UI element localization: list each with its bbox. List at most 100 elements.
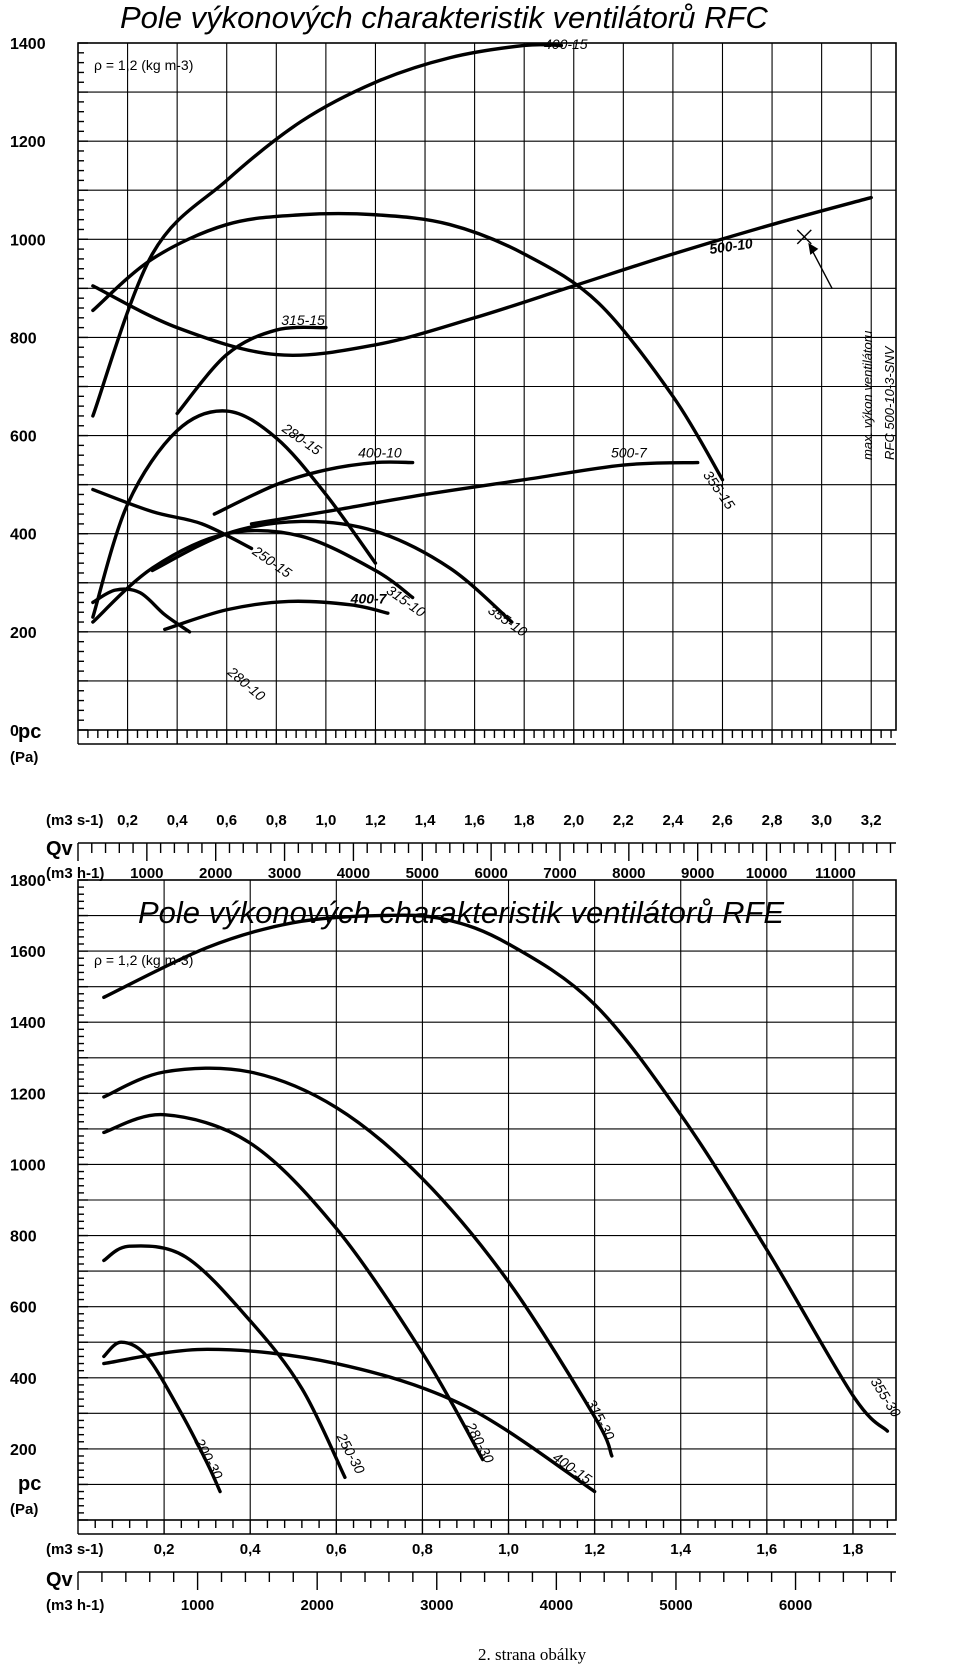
x-tick-label-primary: 0,8 [412, 1541, 433, 1558]
chart-rfc-xunit-secondary: (m3 h-1) [46, 865, 104, 882]
y-tick-label: 1000 [10, 232, 46, 249]
series-line-280-30 [102, 1112, 485, 1462]
x-tick-label-primary: 2,0 [563, 812, 584, 829]
x-tick-label-secondary: 6000 [474, 865, 507, 882]
x-tick-label-secondary: 5000 [659, 1597, 692, 1614]
chart-rfe-x-ticks: 0,2 0,4 0,6 0,8 1,0 1,2 1,4 1,6 1,8 1000 2000 3000 4… [77, 1520, 896, 1614]
x-tick-label-primary: 1,0 [315, 812, 336, 829]
y-tick-label: 800 [10, 1229, 37, 1246]
series-line-400-15 [102, 1347, 597, 1494]
chart-rfc-ylabel-unit: (Pa) [10, 749, 38, 766]
series-line-315-15 [175, 325, 328, 416]
series-line-250-15 [91, 487, 254, 551]
series-label-500-10: 500-10 [708, 235, 754, 257]
y-tick-label: 600 [10, 429, 37, 446]
chart-rfe-xunit-primary: (m3 s-1) [46, 1541, 104, 1558]
y-tick-label: 1200 [10, 134, 46, 151]
series-line-500-10 [91, 195, 873, 357]
x-tick-label-primary: 1,6 [756, 1541, 777, 1558]
annotation-text: max. výkon ventilátoru [860, 331, 875, 460]
chart-rfc-xunit-primary: (m3 s-1) [46, 812, 104, 829]
x-tick-label-primary: 1,8 [514, 812, 535, 829]
chart-rfc-annotation: max. výkon ventilátoru RFC 500-10-3-SNV [796, 229, 897, 460]
x-tick-label-secondary: 1000 [130, 865, 163, 882]
series-label-250-15: 250-15 [249, 542, 295, 581]
x-tick-label-secondary: 7000 [543, 865, 576, 882]
series-label-200-30: 200-30 [191, 1435, 226, 1482]
series-label-400-10: 400-10 [358, 445, 402, 461]
x-tick-label-secondary: 4000 [540, 1597, 573, 1614]
series-label-315-30: 315-30 [583, 1397, 618, 1443]
page-footer: 2. strana obálky [478, 1645, 587, 1664]
x-tick-label-secondary: 8000 [612, 865, 645, 882]
chart-rfc-grid [77, 42, 897, 731]
annotation-arrowhead [808, 242, 819, 255]
chart-rfe-grid [77, 879, 897, 1521]
series-line-500-7 [249, 460, 700, 526]
series-label-400-7: 400-7 [350, 590, 388, 606]
y-tick-label: 200 [10, 1442, 37, 1459]
x-tick-label-primary: 0,4 [167, 812, 189, 829]
series-line-400-7 [163, 599, 390, 632]
x-tick-label-primary: 1,4 [670, 1541, 692, 1558]
y-tick-label: 1400 [10, 36, 46, 53]
series-label-400-15: 400-15 [550, 1449, 595, 1487]
chart-rfe: Pole výkonových charakteristik ventiláto… [10, 873, 904, 1614]
chart-rfe-y-ticks: 200 400 600 800 1000 1200 1400 1600 1800 [10, 873, 88, 1521]
series-line-355-30 [102, 913, 890, 1433]
x-tick-label-primary: 1,6 [464, 812, 485, 829]
x-tick-label-primary: 3,2 [861, 812, 882, 829]
x-tick-label-primary: 0,4 [240, 1541, 262, 1558]
series-line-200-30 [102, 1340, 222, 1494]
y-tick-label: 800 [10, 330, 37, 347]
y-tick-label: 400 [10, 527, 37, 544]
y-tick-label: 1200 [10, 1086, 46, 1103]
y-tick-label: 400 [10, 1371, 37, 1388]
x-tick-label-primary: 1,2 [584, 1541, 605, 1558]
chart-rfe-ylabel: pc [18, 1473, 41, 1495]
x-tick-label-secondary: 4000 [337, 865, 370, 882]
x-tick-label-primary: 0,8 [266, 812, 287, 829]
series-line-355-15 [91, 211, 725, 482]
y-tick-label: 1000 [10, 1157, 46, 1174]
chart-rfc-xlabel: Qv [46, 838, 74, 860]
x-tick-label-primary: 0,6 [216, 812, 237, 829]
series-line-250-30 [102, 1244, 347, 1480]
y-tick-label: 600 [10, 1300, 37, 1317]
series-label-280-10: 280-10 [224, 663, 269, 704]
x-tick-label-primary: 0,2 [154, 1541, 175, 1558]
x-tick-label-primary: 2,4 [662, 812, 684, 829]
x-tick-label-primary: 2,6 [712, 812, 733, 829]
series-line-280-10 [91, 587, 192, 634]
series-label-280-30: 280-30 [462, 1419, 497, 1466]
chart-rfe-ylabel-unit: (Pa) [10, 1501, 38, 1518]
y-tick-label: 0 [10, 723, 19, 740]
series-label-400-15: 400-15 [544, 36, 588, 52]
series-label-280-15: 280-15 [279, 419, 325, 458]
y-tick-label: 1800 [10, 873, 46, 890]
x-tick-label-primary: 0,2 [117, 812, 138, 829]
x-tick-label-primary: 1,8 [843, 1541, 864, 1558]
y-tick-label: 200 [10, 625, 37, 642]
x-tick-label-secondary: 10000 [746, 865, 788, 882]
x-tick-label-secondary: 2000 [300, 1597, 333, 1614]
chart-rfe-xunit-secondary: (m3 h-1) [46, 1597, 104, 1614]
chart-rfc-x-ticks: 0,2 0,4 0,6 0,8 1,0 1,2 1,4 1,6 1,8 2,0 2,2 2,4 2,6 2… [77, 730, 896, 882]
max-point-cross [796, 229, 812, 245]
x-tick-label-primary: 1,0 [498, 1541, 519, 1558]
chart-rfc-title: Pole výkonových charakteristik ventiláto… [120, 0, 768, 35]
chart-rfc-ylabel: pc [18, 721, 41, 743]
x-tick-label-secondary: 6000 [779, 1597, 812, 1614]
series-line-355-10 [150, 519, 514, 624]
annotation-text: RFC 500-10-3-SNV [882, 345, 897, 460]
x-tick-label-secondary: 1000 [181, 1597, 214, 1614]
chart-rfe-series [102, 913, 890, 1494]
x-tick-label-primary: 2,8 [762, 812, 783, 829]
annotation-arrow [809, 246, 833, 290]
series-line-315-10 [91, 528, 415, 624]
x-tick-label-secondary: 2000 [199, 865, 232, 882]
series-label-315-10: 315-10 [384, 582, 429, 620]
series-label-250-30: 250-30 [333, 1429, 368, 1476]
x-tick-label-secondary: 3000 [268, 865, 301, 882]
